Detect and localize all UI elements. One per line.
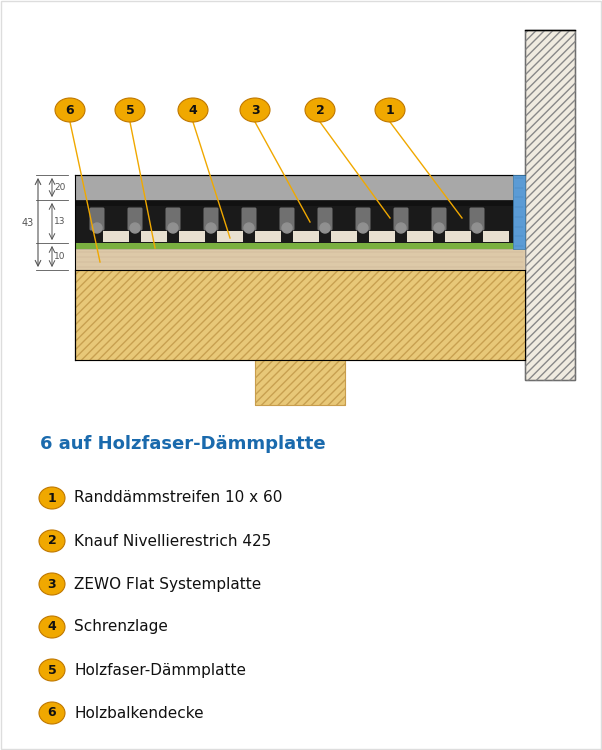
Text: 1: 1 bbox=[48, 491, 57, 505]
Bar bbox=[483, 231, 509, 242]
Text: 1: 1 bbox=[386, 104, 394, 116]
Text: Holzbalkendecke: Holzbalkendecke bbox=[74, 706, 203, 721]
Bar bbox=[103, 231, 129, 242]
Text: 2: 2 bbox=[48, 535, 57, 548]
Text: 5: 5 bbox=[48, 664, 57, 676]
Circle shape bbox=[168, 223, 178, 233]
Text: 4: 4 bbox=[48, 620, 57, 634]
Ellipse shape bbox=[375, 98, 405, 122]
Text: 10: 10 bbox=[54, 252, 66, 261]
Bar bbox=[255, 360, 345, 405]
FancyBboxPatch shape bbox=[432, 208, 447, 230]
Bar bbox=[255, 231, 281, 242]
Circle shape bbox=[434, 223, 444, 233]
Bar bbox=[141, 231, 167, 242]
Circle shape bbox=[92, 223, 102, 233]
Text: Knauf Nivellierestrich 425: Knauf Nivellierestrich 425 bbox=[74, 533, 272, 548]
Text: 3: 3 bbox=[250, 104, 259, 116]
Bar bbox=[513, 175, 525, 249]
Bar bbox=[75, 249, 525, 270]
Circle shape bbox=[244, 223, 254, 233]
Ellipse shape bbox=[39, 702, 65, 724]
Bar bbox=[525, 30, 575, 380]
Text: Holzfaser-Dämmplatte: Holzfaser-Dämmplatte bbox=[74, 662, 246, 677]
FancyBboxPatch shape bbox=[166, 208, 181, 230]
FancyBboxPatch shape bbox=[356, 208, 370, 230]
Ellipse shape bbox=[178, 98, 208, 122]
Bar bbox=[407, 231, 433, 242]
Circle shape bbox=[206, 223, 216, 233]
Circle shape bbox=[396, 223, 406, 233]
Text: 6: 6 bbox=[48, 706, 57, 719]
Ellipse shape bbox=[115, 98, 145, 122]
Bar bbox=[217, 231, 243, 242]
FancyBboxPatch shape bbox=[394, 208, 409, 230]
Text: 20: 20 bbox=[54, 183, 66, 192]
Bar bbox=[445, 231, 471, 242]
Circle shape bbox=[130, 223, 140, 233]
Bar bbox=[521, 231, 525, 242]
Bar bbox=[293, 231, 319, 242]
Ellipse shape bbox=[240, 98, 270, 122]
Circle shape bbox=[282, 223, 292, 233]
Bar bbox=[75, 200, 525, 243]
Text: 5: 5 bbox=[126, 104, 134, 116]
Text: 13: 13 bbox=[54, 217, 66, 226]
FancyBboxPatch shape bbox=[317, 208, 332, 230]
Text: ZEWO Flat Systemplatte: ZEWO Flat Systemplatte bbox=[74, 577, 261, 592]
FancyBboxPatch shape bbox=[241, 208, 256, 230]
Ellipse shape bbox=[305, 98, 335, 122]
Bar bbox=[75, 175, 525, 200]
Bar bbox=[255, 360, 345, 405]
Circle shape bbox=[472, 223, 482, 233]
FancyBboxPatch shape bbox=[203, 208, 219, 230]
Bar bbox=[75, 270, 525, 360]
Bar bbox=[331, 231, 357, 242]
Text: 3: 3 bbox=[48, 578, 57, 590]
Text: 2: 2 bbox=[315, 104, 324, 116]
Bar bbox=[75, 270, 525, 360]
Text: 6: 6 bbox=[66, 104, 74, 116]
Bar bbox=[179, 231, 205, 242]
Ellipse shape bbox=[39, 573, 65, 595]
Bar bbox=[75, 200, 525, 206]
FancyBboxPatch shape bbox=[279, 208, 294, 230]
Ellipse shape bbox=[39, 659, 65, 681]
Ellipse shape bbox=[39, 487, 65, 509]
FancyBboxPatch shape bbox=[470, 208, 485, 230]
Text: 6 auf Holzfaser-Dämmplatte: 6 auf Holzfaser-Dämmplatte bbox=[40, 435, 326, 453]
Text: Schrenzlage: Schrenzlage bbox=[74, 620, 168, 634]
Bar bbox=[75, 243, 525, 249]
Ellipse shape bbox=[55, 98, 85, 122]
Bar bbox=[369, 231, 395, 242]
Circle shape bbox=[358, 223, 368, 233]
Circle shape bbox=[320, 223, 330, 233]
Text: Randdämmstreifen 10 x 60: Randdämmstreifen 10 x 60 bbox=[74, 490, 282, 506]
FancyBboxPatch shape bbox=[128, 208, 143, 230]
Text: 4: 4 bbox=[188, 104, 197, 116]
Text: 43: 43 bbox=[22, 217, 34, 227]
FancyBboxPatch shape bbox=[90, 208, 105, 230]
Bar bbox=[525, 30, 575, 380]
Ellipse shape bbox=[39, 530, 65, 552]
Ellipse shape bbox=[39, 616, 65, 638]
